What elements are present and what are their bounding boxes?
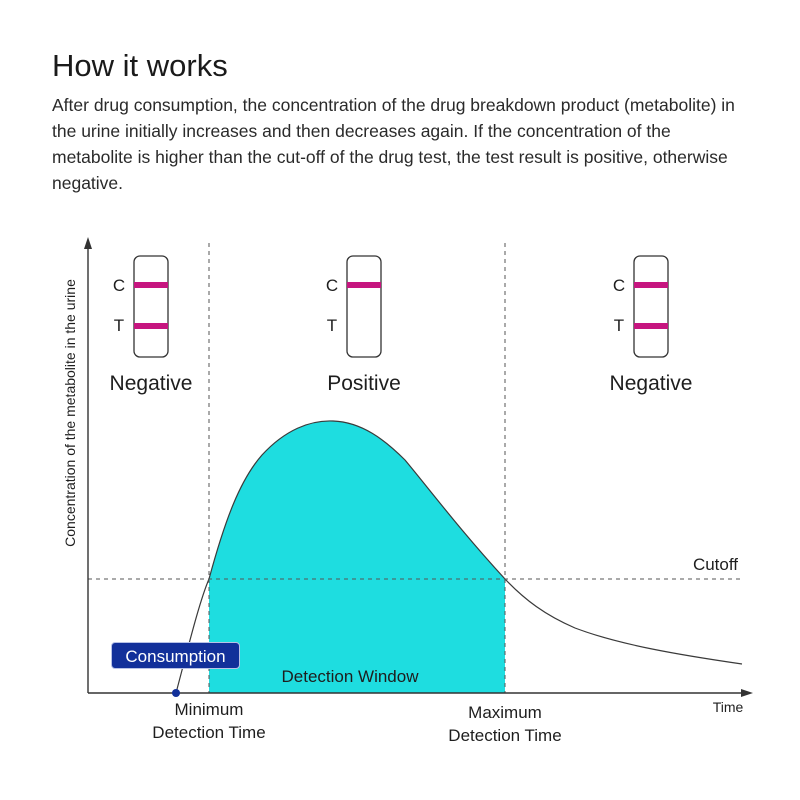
page-title: How it works: [52, 48, 228, 83]
result-label-negative-left: Negative: [110, 372, 193, 395]
test-line: [634, 323, 668, 329]
test-label: T: [114, 316, 124, 335]
consumption-dot: [172, 689, 180, 697]
detection-window-label: Detection Window: [281, 667, 419, 686]
y-axis-arrow: [84, 237, 92, 249]
test-strip-negative-left: C T: [113, 255, 169, 358]
test-label: T: [327, 316, 337, 335]
consumption-label: Consumption: [111, 642, 240, 669]
y-axis-label: Concentration of the metabolite in the u…: [62, 279, 78, 547]
description-text: After drug consumption, the concentratio…: [52, 95, 735, 193]
cutoff-label: Cutoff: [693, 555, 738, 574]
control-line: [134, 282, 168, 288]
x-axis-arrow: [741, 689, 753, 697]
concentration-curve: [175, 420, 743, 694]
result-label-negative-right: Negative: [610, 372, 693, 395]
max-detection-time-label-2: Detection Time: [448, 726, 561, 745]
control-label: C: [326, 276, 338, 295]
test-strip-positive: C T: [326, 255, 382, 358]
control-label: C: [613, 276, 625, 295]
test-line: [134, 323, 168, 329]
min-detection-time-label-1: Minimum: [175, 700, 244, 719]
max-detection-time-label-1: Maximum: [468, 703, 542, 722]
min-detection-time-label-2: Detection Time: [152, 723, 265, 742]
result-label-positive: Positive: [327, 372, 401, 395]
control-line: [634, 282, 668, 288]
strip-cassette: [346, 255, 382, 358]
strip-cassette: [133, 255, 169, 358]
test-label: T: [614, 316, 624, 335]
control-line: [347, 282, 381, 288]
test-strip-negative-right: C T: [613, 255, 669, 358]
strip-cassette: [633, 255, 669, 358]
x-axis-label: Time: [713, 699, 744, 715]
control-label: C: [113, 276, 125, 295]
detection-window-area: [209, 420, 505, 693]
